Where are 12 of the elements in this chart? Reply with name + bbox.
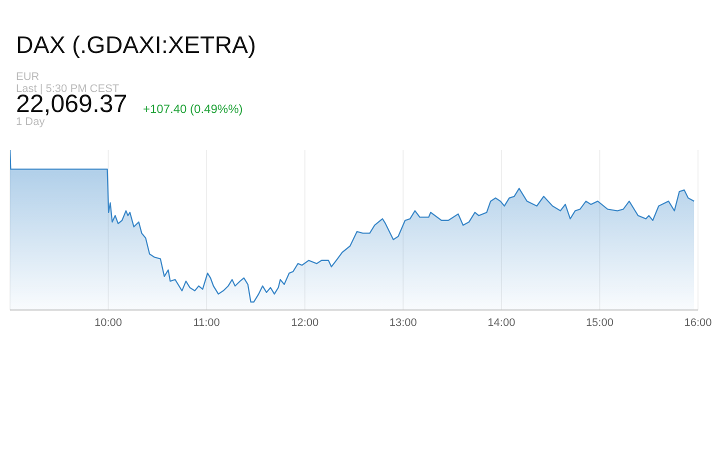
- text: 1 Day: [16, 116, 45, 128]
- x-tick-label: 16:00: [684, 316, 712, 329]
- x-tick-label: 11:00: [193, 316, 220, 329]
- chart-title: DAX (.GDAXI:XETRA): [16, 32, 256, 60]
- text: Last | 5:30 PM CEST: [16, 83, 120, 95]
- x-tick-label: 13:00: [389, 316, 417, 329]
- x-tick-label: 15:00: [586, 316, 614, 329]
- text: +107.40 (0.49%%): [143, 102, 243, 116]
- x-tick-label: 14:00: [488, 316, 516, 329]
- x-tick-label: 10:00: [94, 316, 122, 329]
- text: EUR: [16, 71, 40, 83]
- x-tick-label: 12:00: [291, 316, 319, 329]
